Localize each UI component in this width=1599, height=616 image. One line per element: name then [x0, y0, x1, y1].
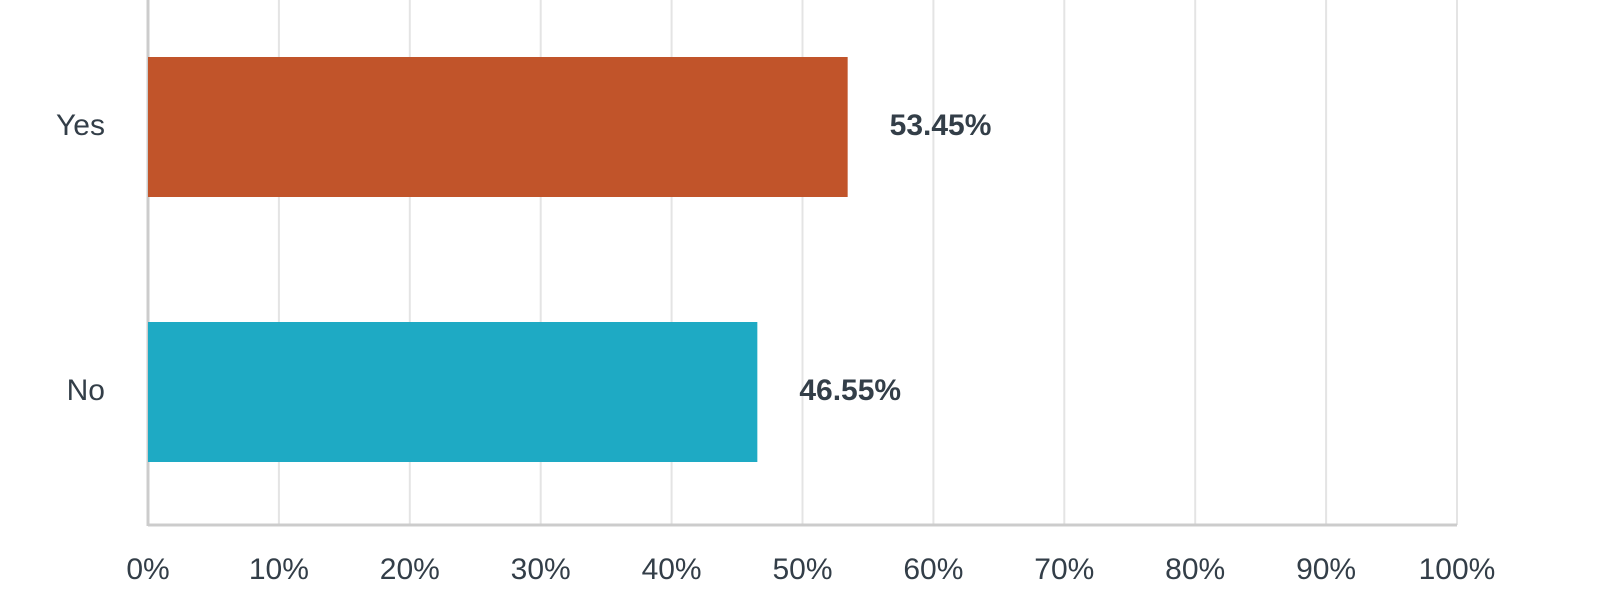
y-tick-label: Yes: [56, 109, 105, 142]
x-tick-label: 60%: [903, 553, 963, 586]
x-tick-label: 0%: [126, 553, 169, 586]
x-tick-label: 30%: [511, 553, 571, 586]
bar: [148, 57, 848, 197]
x-tick-label: 90%: [1296, 553, 1356, 586]
bar: [148, 322, 758, 462]
value-label: 46.55%: [799, 374, 901, 407]
x-tick-label: 10%: [249, 553, 309, 586]
value-label: 53.45%: [890, 109, 992, 142]
x-tick-label: 50%: [772, 553, 832, 586]
x-tick-label: 70%: [1034, 553, 1094, 586]
x-tick-label: 20%: [380, 553, 440, 586]
x-tick-label: 40%: [642, 553, 702, 586]
x-tick-label: 100%: [1419, 553, 1496, 586]
x-tick-label: 80%: [1165, 553, 1225, 586]
y-tick-label: No: [67, 374, 105, 407]
